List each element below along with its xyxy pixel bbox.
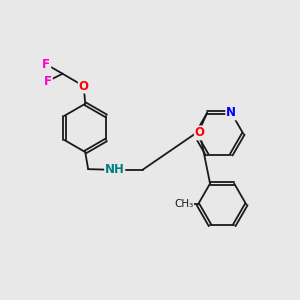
Text: O: O [79,80,89,93]
Text: F: F [42,58,50,71]
Text: F: F [44,75,52,88]
Text: CH₃: CH₃ [174,200,194,209]
Text: N: N [226,106,236,119]
Text: O: O [195,126,205,140]
Text: NH: NH [105,163,124,176]
